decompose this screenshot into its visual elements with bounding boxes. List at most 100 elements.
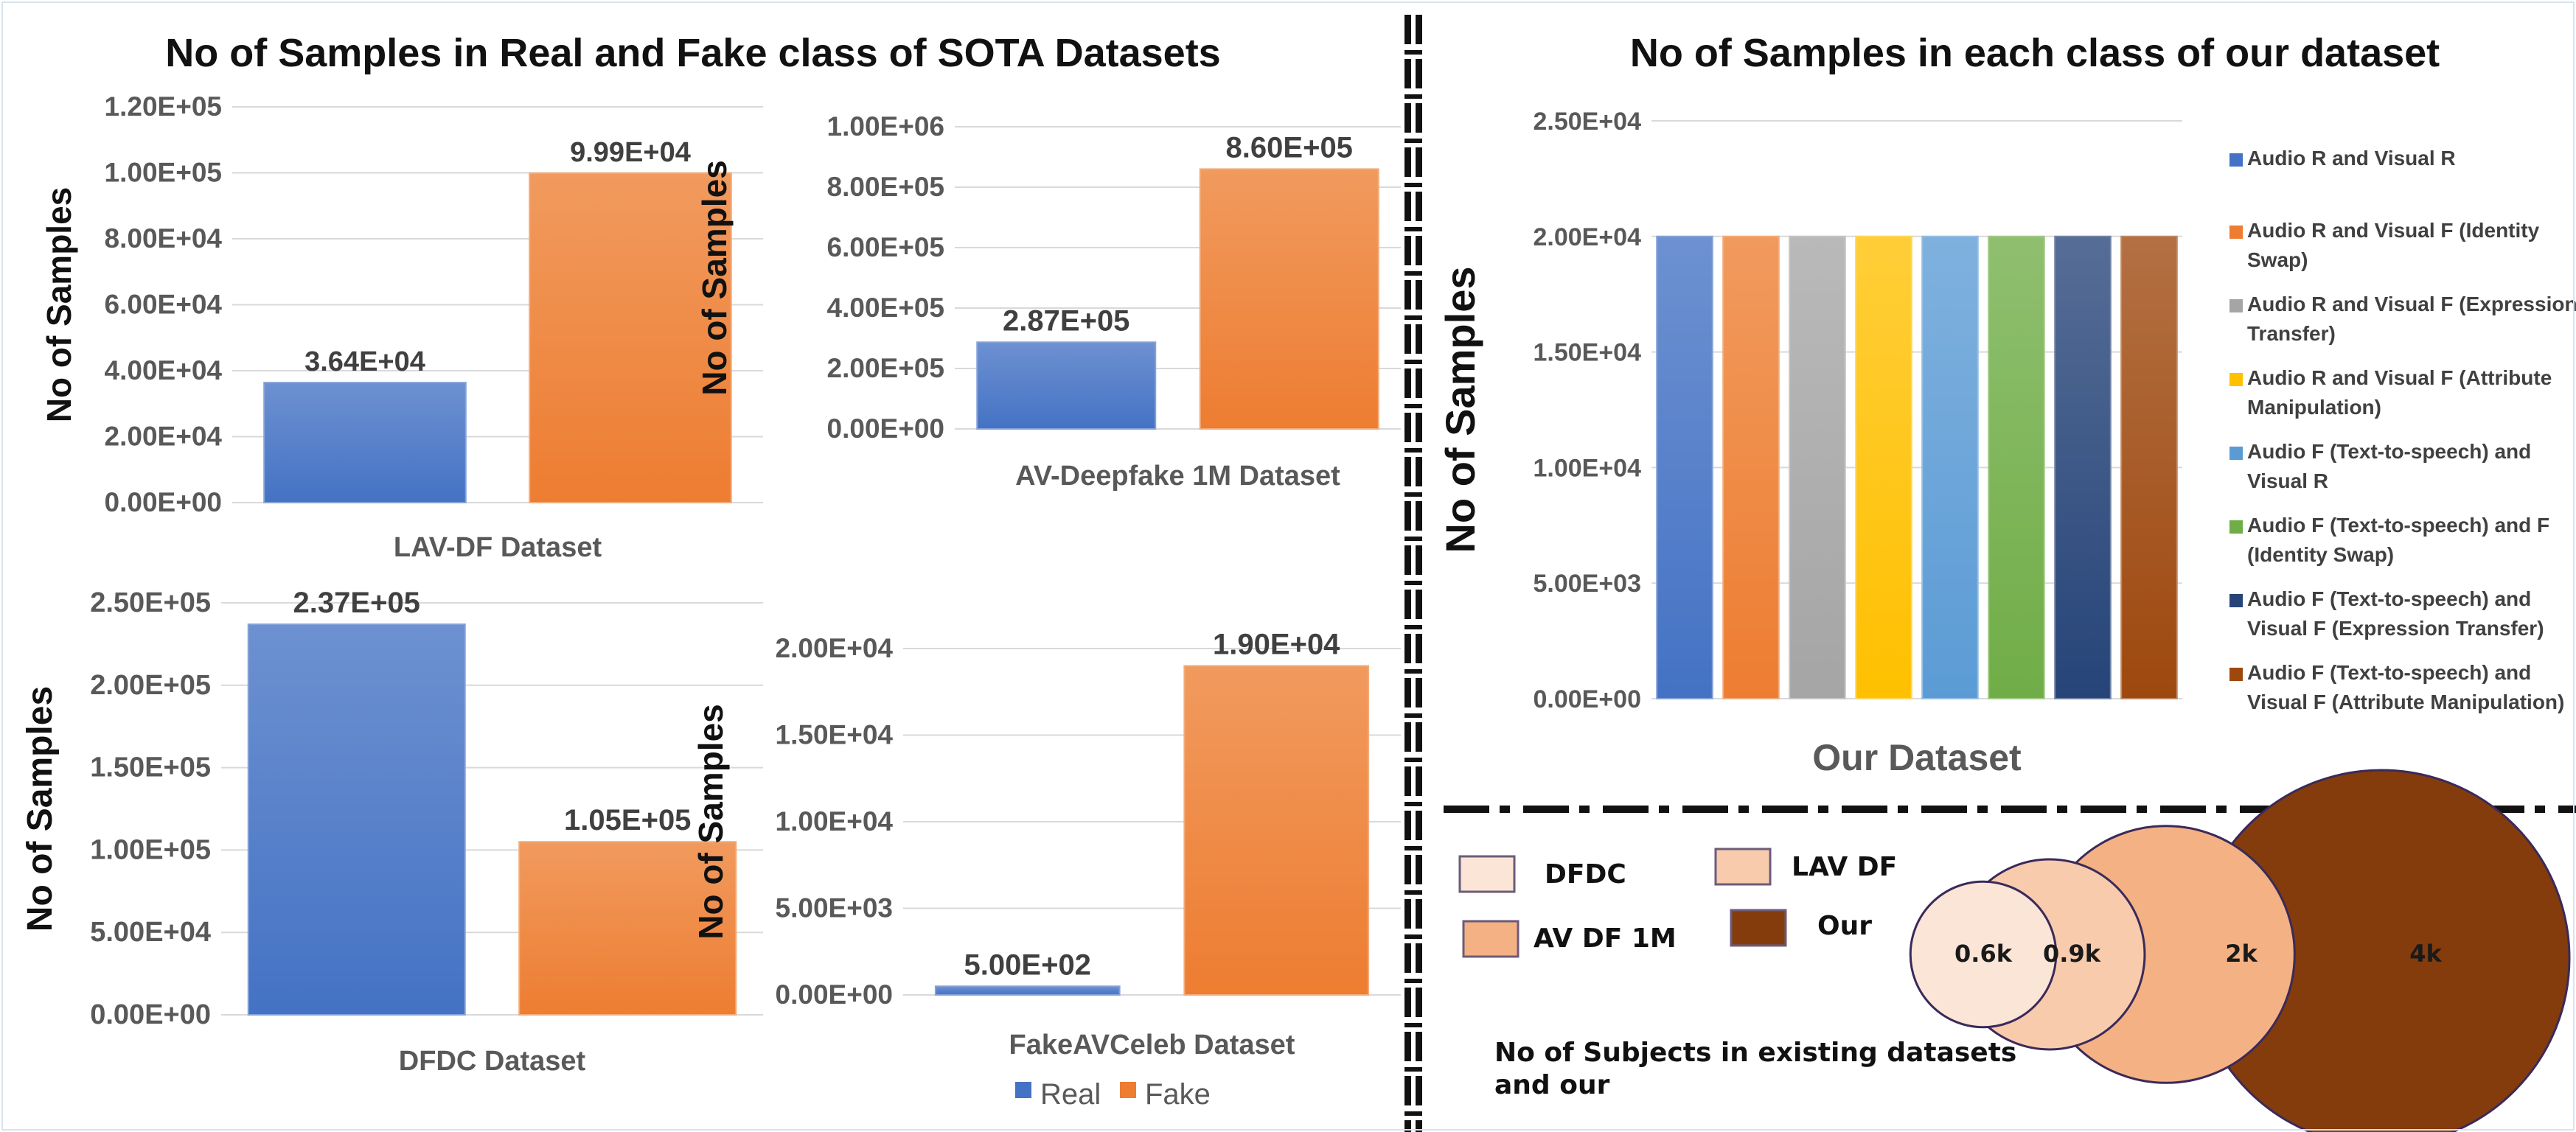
y-tick-label: 6.00E+04 [105,290,223,320]
divider-dot [1404,360,1422,364]
legend-entry-text: Manipulation) [2247,396,2381,419]
legend-swatch-real [1015,1082,1031,1098]
y-tick-label: 2.00E+04 [1533,223,1641,251]
x-axis-label: DFDC Dataset [399,1046,586,1077]
hdivider-dash [2240,806,2286,813]
divider-dot [1404,669,1422,674]
legend-entry-text: Audio R and Visual F (Identity [2247,219,2540,242]
y-tick-label: 4.00E+05 [827,293,944,323]
divider-dash [1416,766,1422,796]
divider-dot [1404,315,1422,320]
legend-label-real: Real [1040,1078,1101,1111]
divider-dot [1404,271,1422,276]
divider-dash [1404,590,1411,619]
divider-dash [1416,855,1422,884]
bar [976,341,1157,430]
divider-dash [1404,280,1411,310]
legend-entry-text: Visual F (Expression Transfer) [2247,617,2544,640]
data-label: 1.90E+04 [1213,629,1340,661]
divider-dash [1416,943,1422,973]
y-tick-label: 2.00E+05 [827,353,944,383]
divider-dash [1416,1076,1422,1105]
legend-swatch [2229,447,2243,460]
x-axis-label: Our Dataset [1812,737,2022,778]
divider-dash [1416,147,1422,177]
divider-dash [1404,943,1411,973]
data-label: 9.99E+04 [570,137,691,168]
divider-dot [1404,1111,1422,1116]
bar [263,382,467,503]
divider-dash [1404,501,1411,531]
divider-dot [1404,1067,1422,1072]
divider-dash [1404,634,1411,663]
divider-dash [1416,236,1422,265]
hdivider-dash [2081,806,2126,813]
divider-dot [1404,846,1422,850]
divider-dot [1404,227,1422,231]
divider-dash [1416,457,1422,486]
legend-swatch [2229,153,2243,167]
legend-entry-text: Audio R and Visual F (Expression [2247,293,2576,315]
hdivider-dash [1603,806,1649,813]
hdivider-dot [1500,806,1510,813]
divider-dot [1404,625,1422,629]
y-tick-label: 0.00E+00 [1533,685,1641,713]
hdivider-dot [1579,806,1590,813]
y-tick-label: 0.00E+00 [105,487,222,517]
y-tick-label: 1.00E+05 [90,834,211,865]
divider-dash [1416,413,1422,442]
bubble-label: 4k [2409,940,2442,968]
divider-dash [1416,192,1422,221]
x-axis-label: LAV-DF Dataset [394,532,602,563]
y-tick-label: 1.00E+05 [105,158,222,188]
hdivider-dot [2137,806,2147,813]
bubble-legend-label: DFDC [1545,859,1626,890]
bubble-legend-swatch [1730,909,1787,947]
y-tick-label: 4.00E+04 [105,355,223,385]
divider-dot [1404,934,1422,939]
divider-dash [1404,766,1411,796]
bar [1199,168,1379,430]
divider-dash [1416,1032,1422,1061]
hdivider-dot [1818,806,1828,813]
y-axis-label: No of Samples [40,187,78,423]
y-tick-label: 1.00E+06 [827,111,944,142]
data-label: 2.37E+05 [293,587,420,619]
bar [518,841,737,1016]
divider-dash [1404,59,1411,88]
y-tick-label: 1.50E+04 [776,720,894,750]
right-panel-title: No of Samples in each class of our datas… [1630,31,2440,75]
divider-dot [1404,448,1422,453]
divider-dash [1404,545,1411,575]
hdivider-dot [2535,806,2545,813]
divider-dash [1404,15,1411,44]
x-axis-label: FakeAVCeleb Dataset [1009,1030,1295,1061]
bubble-caption: No of Subjects in existing datasets [1494,1038,2016,1068]
bar [2120,235,2178,699]
data-label: 2.87E+05 [1003,304,1129,337]
bar [247,623,466,1016]
y-tick-label: 5.00E+04 [90,917,211,948]
y-tick-label: 1.20E+05 [105,91,222,122]
divider-dash [1416,1120,1422,1132]
bar [1656,235,1713,699]
y-tick-label: 8.00E+04 [105,223,223,254]
legend-entry-text: Audio F (Text-to-speech) and [2247,587,2531,610]
divider-dash [1404,988,1411,1017]
divider-dash [1416,59,1422,88]
y-tick-label: 8.00E+05 [827,172,944,202]
legend-swatch-fake [1120,1082,1136,1098]
divider-dash [1416,501,1422,531]
bubble-legend-swatch [1458,855,1516,893]
legend-swatch [2229,520,2243,534]
divider-dot [1404,94,1422,99]
y-tick-label: 2.00E+05 [90,670,211,701]
hdivider-dash [2001,806,2047,813]
y-tick-label: 1.00E+04 [776,806,894,836]
bar [1789,235,1846,699]
legend-label-fake: Fake [1145,1078,1211,1111]
y-axis-label: No of Samples [692,704,730,940]
y-tick-label: 1.50E+04 [1533,339,1641,367]
hdivider-dash [2558,806,2576,813]
divider-dot [1404,404,1422,408]
